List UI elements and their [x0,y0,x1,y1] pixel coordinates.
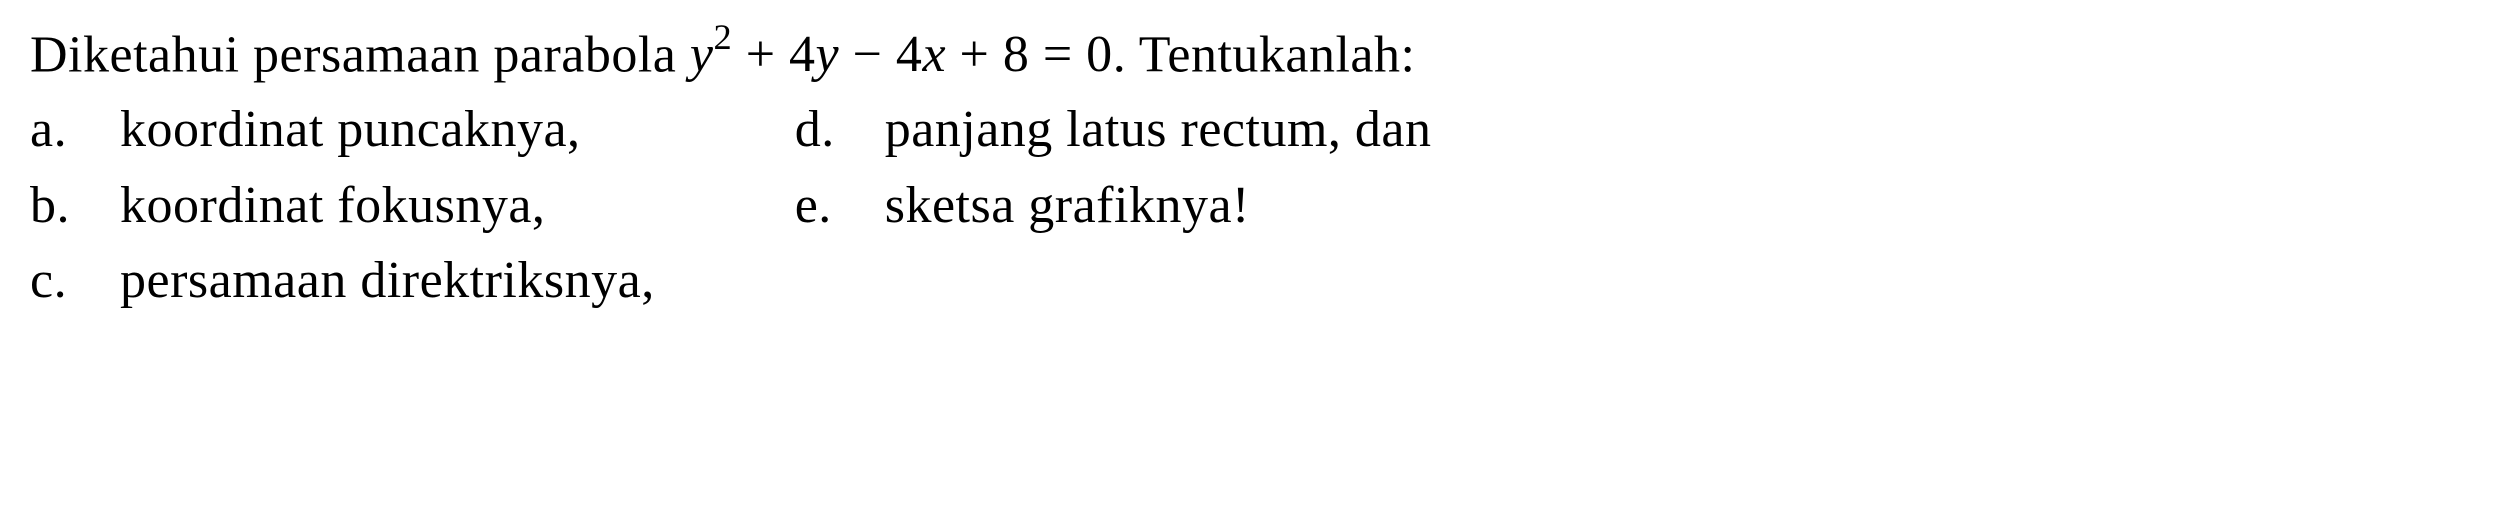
option-d-label: d. [795,92,885,167]
option-e: e. sketsa grafiknya! [795,168,1432,243]
stem-suffix: . Tentukanlah: [1113,26,1416,83]
equation: y2 + 4y − 4x + 8 = 0 [690,26,1113,83]
option-b-label: b. [30,168,120,243]
option-e-label: e. [795,168,885,243]
option-b-text: koordinat fokusnya, [120,168,545,243]
right-column: d. panjang latus rectum, dan e. sketsa g… [795,92,1432,318]
option-b: b. koordinat fokusnya, [30,168,655,243]
left-column: a. koordinat puncaknya, b. koordinat fok… [30,92,655,318]
option-c: c. persamaan direktriksnya, [30,243,655,318]
option-c-label: c. [30,243,120,318]
option-a-label: a. [30,92,120,167]
option-a: a. koordinat puncaknya, [30,92,655,167]
option-c-text: persamaan direktriksnya, [120,243,655,318]
question-stem: Diketahui persamaan parabola y2 + 4y − 4… [30,20,2472,84]
stem-prefix: Diketahui persamaan parabola [30,26,690,83]
option-a-text: koordinat puncaknya, [120,92,581,167]
options-columns: a. koordinat puncaknya, b. koordinat fok… [30,92,2472,318]
option-d-text: panjang latus rectum, dan [885,92,1432,167]
option-e-text: sketsa grafiknya! [885,168,1250,243]
option-d: d. panjang latus rectum, dan [795,92,1432,167]
